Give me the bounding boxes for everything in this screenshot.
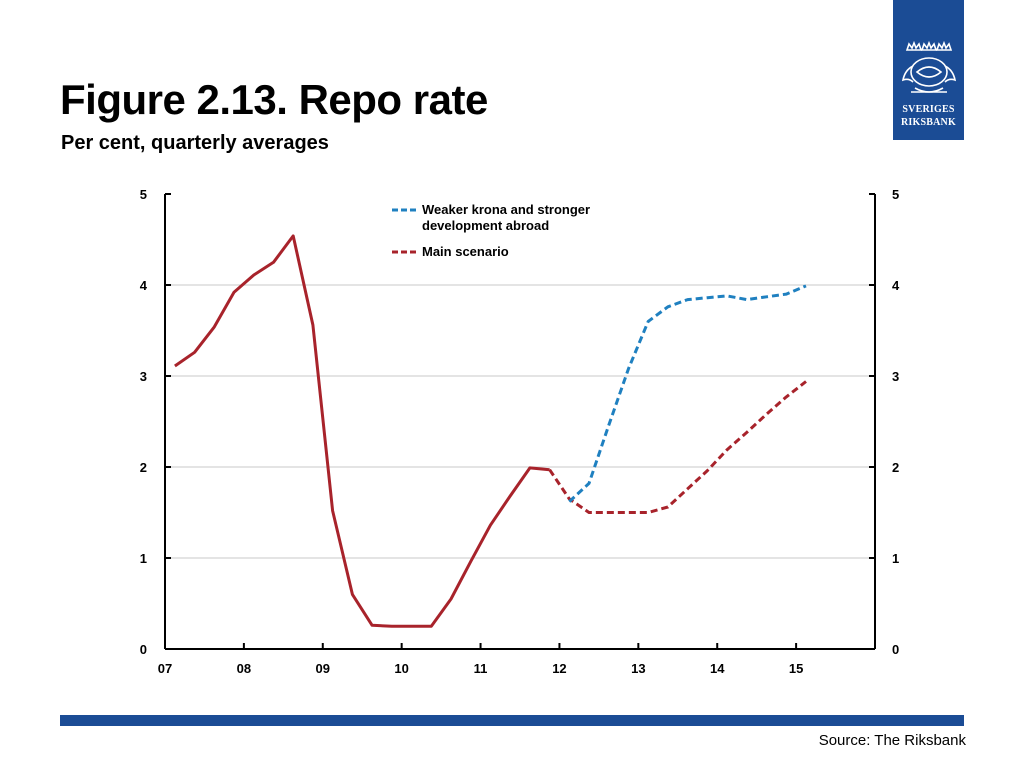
- y-tick-label-right: 0: [892, 642, 899, 657]
- y-tick-label-left: 4: [140, 278, 148, 293]
- series-main-scenario-outcome: [174, 234, 550, 628]
- footer-bar: [60, 715, 964, 726]
- x-tick-label: 12: [552, 661, 566, 676]
- riksbank-crest-icon: [901, 40, 957, 93]
- y-tick-label-right: 2: [892, 460, 899, 475]
- x-tick-label: 15: [789, 661, 803, 676]
- x-tick-label: 10: [394, 661, 408, 676]
- page-title: Figure 2.13. Repo rate: [60, 76, 488, 123]
- y-tick-label-left: 0: [140, 642, 147, 657]
- y-tick-label-right: 4: [892, 278, 900, 293]
- y-tick-label-left: 1: [140, 551, 147, 566]
- legend-label: development abroad: [422, 218, 549, 233]
- x-tick-label: 08: [237, 661, 251, 676]
- y-tick-label-right: 3: [892, 369, 899, 384]
- logo-text-line2: RIKSBANK: [901, 117, 956, 128]
- source-note: Source: The Riksbank: [818, 732, 966, 749]
- page-subtitle: Per cent, quarterly averages: [61, 132, 329, 154]
- y-tick-label-left: 5: [140, 187, 147, 202]
- x-tick-label: 09: [316, 661, 330, 676]
- y-tick-label-right: 5: [892, 187, 899, 202]
- x-tick-label: 07: [158, 661, 172, 676]
- legend-label: Weaker krona and stronger: [422, 202, 590, 217]
- x-tick-label: 13: [631, 661, 645, 676]
- series-main-scenario-forecast: [548, 380, 807, 514]
- legend-label: Main scenario: [422, 244, 509, 259]
- x-tick-label: 11: [474, 661, 488, 676]
- y-tick-label-right: 1: [892, 551, 899, 566]
- x-tick-label: 14: [710, 661, 725, 676]
- logo-text-line1: SVERIGES: [902, 104, 955, 115]
- y-tick-label-left: 3: [140, 369, 147, 384]
- y-tick-label-left: 2: [140, 460, 147, 475]
- series-weaker-krona: [568, 284, 807, 503]
- riksbank-logo: SVERIGES RIKSBANK: [893, 0, 964, 140]
